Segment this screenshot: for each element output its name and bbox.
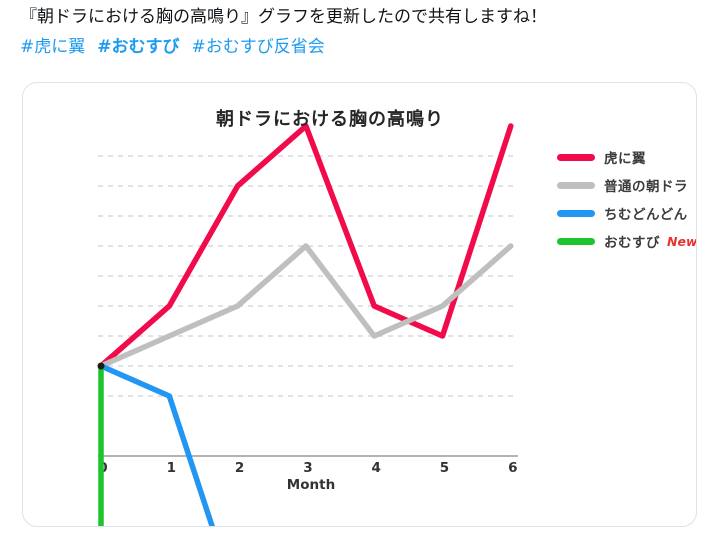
legend-swatch <box>557 181 595 189</box>
hashtag-link[interactable]: #おむすび <box>97 36 180 57</box>
series-line <box>98 243 514 369</box>
x-tick-label: 3 <box>303 460 312 476</box>
legend-new-badge: New! <box>667 233 697 249</box>
series-line <box>98 123 514 369</box>
x-tick-label: 2 <box>235 460 244 476</box>
legend-label: 普通の朝ドラ <box>604 179 688 195</box>
legend-label: ちむどんどん <box>604 207 688 223</box>
hashtag-link[interactable]: #虎に翼 <box>20 36 86 57</box>
chart-title: 朝ドラにおける胸の高鳴り <box>216 108 444 130</box>
hashtag-link[interactable]: #おむすび反省会 <box>191 36 325 57</box>
series-line <box>98 363 215 526</box>
chart-series <box>97 123 514 526</box>
legend-swatch <box>557 237 595 245</box>
x-tick-label: 5 <box>440 460 449 476</box>
tweet-text: 『朝ドラにおける胸の高鳴り』グラフを更新したので共有しますね！ <box>20 7 547 27</box>
tweet: 『朝ドラにおける胸の高鳴り』グラフを更新したので共有しますね！ #虎に翼 #おむす… <box>20 5 700 59</box>
origin-dot <box>97 362 105 370</box>
x-tick-label: 6 <box>508 460 517 476</box>
x-tick-label: 1 <box>167 460 176 476</box>
legend-item: おむすび New! <box>557 232 697 251</box>
hashtag-row: #虎に翼 #おむすび #おむすび反省会 <box>20 35 700 60</box>
legend-item: 普通の朝ドラ <box>557 176 696 195</box>
x-axis-title: Month <box>287 477 335 493</box>
legend-label: 虎に翼 <box>604 151 646 167</box>
legend-item: ちむどんどん <box>557 204 696 223</box>
legend-swatch <box>557 153 595 161</box>
x-tick-label: 4 <box>371 460 380 476</box>
legend-item: 虎に翼 <box>557 148 696 167</box>
gridlines <box>98 155 518 397</box>
legend-swatch <box>557 209 595 217</box>
legend-label: おむすび <box>604 235 660 251</box>
